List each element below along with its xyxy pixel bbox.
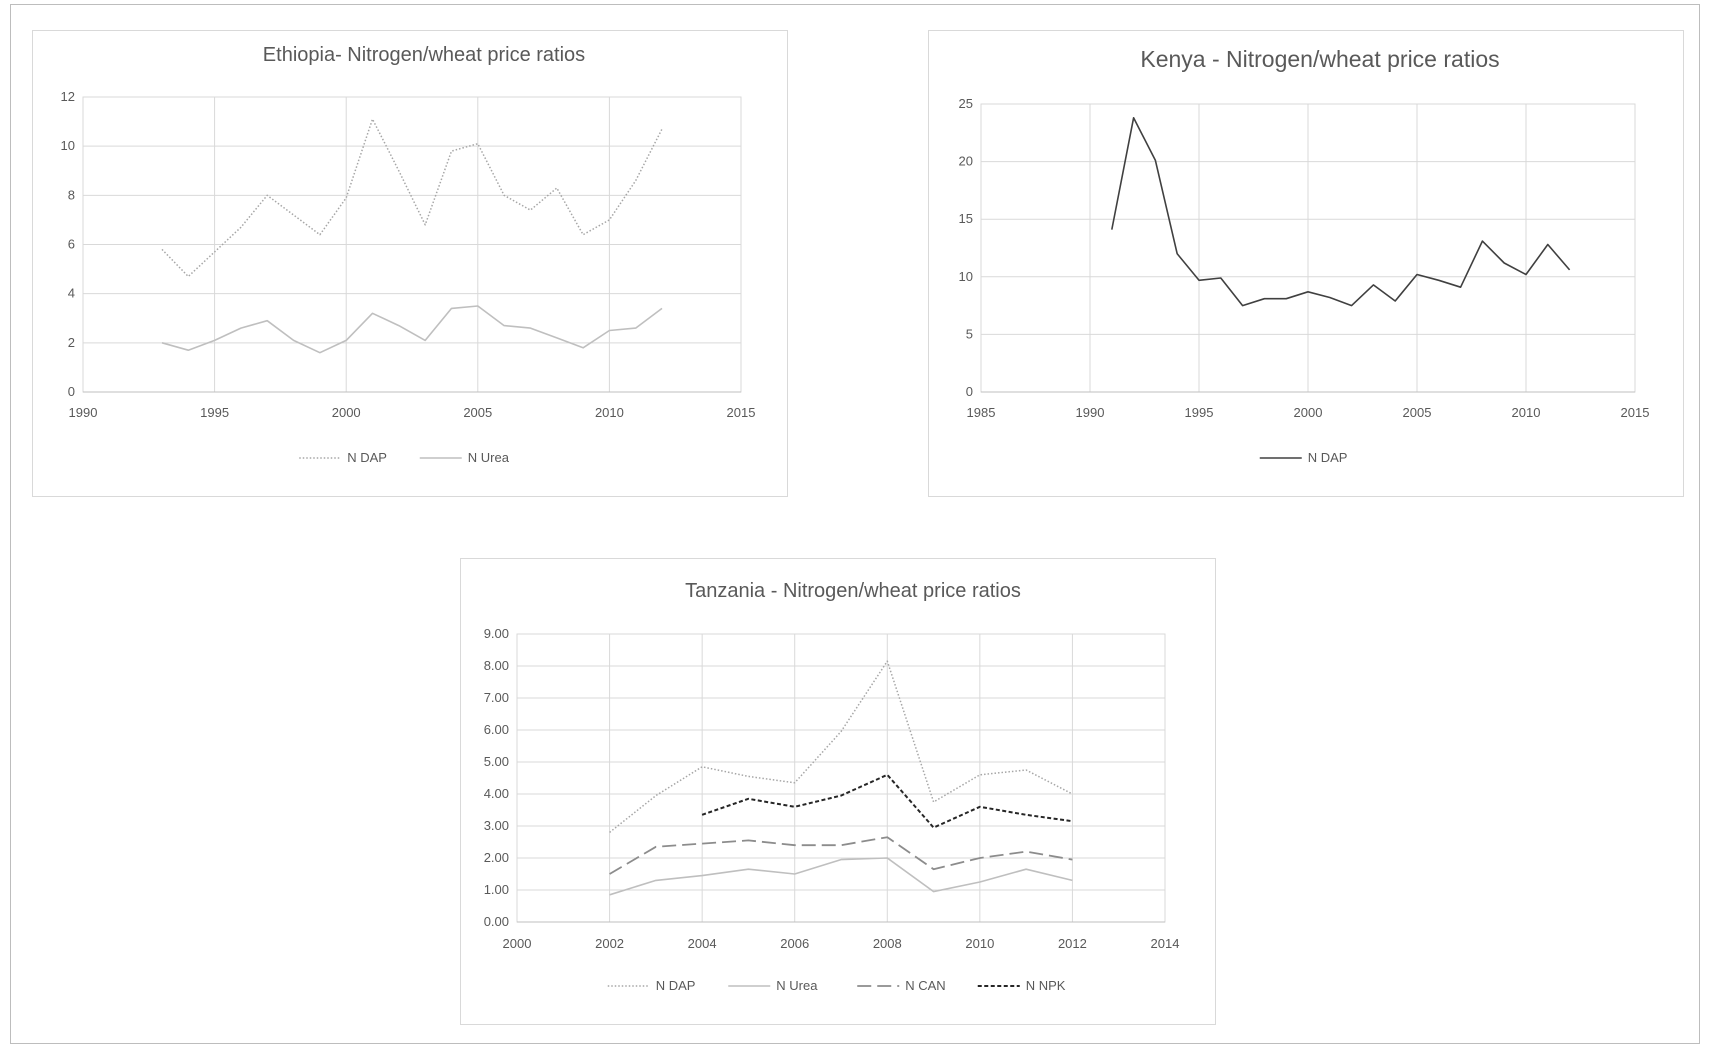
tanzania-series-n-urea-line (609, 857, 1073, 896)
ethiopia-legend-item-n-urea: N Urea (419, 450, 510, 465)
tanzania-xtick-label: 2008 (873, 936, 902, 951)
ethiopia-chart-title: Ethiopia- Nitrogen/wheat price ratios (263, 44, 585, 66)
ethiopia-legend-label: N Urea (468, 450, 510, 465)
ethiopia-xtick-label: 2010 (595, 405, 624, 420)
tanzania-chart-title: Tanzania - Nitrogen/wheat price ratios (685, 580, 1021, 602)
ethiopia-ytick-label: 4 (68, 286, 75, 301)
kenya-chart-panel: Kenya - Nitrogen/wheat price ratios 0 5 10 1… (928, 30, 1684, 497)
kenya-xtick-label: 2005 (1403, 405, 1432, 420)
ethiopia-chart-panel: Ethiopia- Nitrogen/wheat price ratios 0 2 4… (32, 30, 788, 497)
tanzania-xtick-label: 2014 (1151, 936, 1180, 951)
tanzania-legend-item-n-dap: N DAP (607, 978, 696, 993)
ethiopia-xtick-label: 1995 (200, 405, 229, 420)
tanzania-series-n-dap-line (609, 660, 1073, 833)
tanzania-ytick-label: 6.00 (484, 722, 509, 737)
kenya-chart-svg: Kenya - Nitrogen/wheat price ratios 0 5 10 1… (959, 46, 1650, 465)
ethiopia-ytick-label: 6 (68, 237, 75, 252)
ethiopia-xtick-label: 2005 (463, 405, 492, 420)
kenya-xtick-label: 1990 (1076, 405, 1105, 420)
kenya-legend-item-n-dap: N DAP (1259, 450, 1348, 465)
kenya-ytick-label: 5 (966, 326, 973, 341)
ethiopia-legend-label: N DAP (347, 450, 387, 465)
tanzania-xtick-label: 2010 (965, 936, 994, 951)
ethiopia-series-n-urea-line (161, 305, 663, 354)
tanzania-xtick-label: 2012 (1058, 936, 1087, 951)
tanzania-xtick-label: 2002 (595, 936, 624, 951)
kenya-series-n-dap-line (1111, 117, 1571, 307)
kenya-xtick-label: 2000 (1294, 405, 1323, 420)
ethiopia-ytick-label: 12 (61, 89, 75, 104)
ethiopia-ytick-label: 8 (68, 187, 75, 202)
tanzania-ytick-label: 7.00 (484, 690, 509, 705)
ethiopia-ytick-label: 0 (68, 384, 75, 399)
kenya-ytick-label: 25 (959, 96, 973, 111)
kenya-ytick-label: 0 (966, 384, 973, 399)
tanzania-legend-label: N NPK (1026, 978, 1066, 993)
tanzania-ytick-label: 4.00 (484, 786, 509, 801)
tanzania-ytick-label: 3.00 (484, 818, 509, 833)
kenya-ytick-label: 20 (959, 154, 973, 169)
kenya-ytick-label: 10 (959, 269, 973, 284)
tanzania-ytick-label: 9.00 (484, 626, 509, 641)
ethiopia-xtick-label: 2000 (332, 405, 361, 420)
ethiopia-legend-item-n-dap: N DAP (299, 450, 387, 465)
tanzania-legend-label: N CAN (905, 978, 945, 993)
kenya-chart-title: Kenya - Nitrogen/wheat price ratios (1140, 46, 1499, 72)
ethiopia-ytick-label: 10 (61, 138, 75, 153)
tanzania-legend-item-n-urea: N Urea (728, 978, 818, 993)
tanzania-ytick-label: 1.00 (484, 882, 509, 897)
tanzania-xtick-label: 2000 (503, 936, 532, 951)
kenya-ytick-label: 15 (959, 211, 973, 226)
tanzania-ytick-label: 8.00 (484, 658, 509, 673)
ethiopia-chart-group: Ethiopia- Nitrogen/wheat price ratios 0 2 4… (61, 44, 756, 465)
tanzania-series-n-can-line (609, 836, 1073, 875)
tanzania-ytick-label: 2.00 (484, 850, 509, 865)
ethiopia-chart-svg: Ethiopia- Nitrogen/wheat price ratios 0 2 4… (61, 44, 756, 465)
kenya-xtick-label: 1995 (1185, 405, 1214, 420)
tanzania-legend-item-n-can: N CAN (857, 978, 946, 993)
tanzania-chart-svg: Tanzania - Nitrogen/wheat price ratios 0.… (484, 580, 1180, 993)
tanzania-xtick-label: 2006 (780, 936, 809, 951)
kenya-xtick-label: 1985 (967, 405, 996, 420)
ethiopia-xtick-label: 2015 (727, 405, 756, 420)
kenya-legend-label: N DAP (1308, 450, 1348, 465)
ethiopia-ytick-label: 2 (68, 335, 75, 350)
tanzania-legend-item-n-npk: N NPK (977, 978, 1066, 993)
tanzania-legend-label: N Urea (776, 978, 818, 993)
tanzania-ytick-label: 5.00 (484, 754, 509, 769)
kenya-chart-group: Kenya - Nitrogen/wheat price ratios 0 5 10 1… (959, 46, 1650, 465)
tanzania-series-n-npk-line (701, 773, 1073, 829)
tanzania-legend-label: N DAP (656, 978, 696, 993)
kenya-xtick-label: 2015 (1621, 405, 1650, 420)
tanzania-chart-panel: Tanzania - Nitrogen/wheat price ratios 0.… (460, 558, 1216, 1025)
tanzania-xtick-label: 2004 (688, 936, 717, 951)
tanzania-chart-group: Tanzania - Nitrogen/wheat price ratios 0.… (484, 580, 1180, 993)
tanzania-ytick-label: 0.00 (484, 914, 509, 929)
ethiopia-xtick-label: 1990 (69, 405, 98, 420)
kenya-xtick-label: 2010 (1512, 405, 1541, 420)
ethiopia-series-n-dap-line (161, 118, 663, 278)
